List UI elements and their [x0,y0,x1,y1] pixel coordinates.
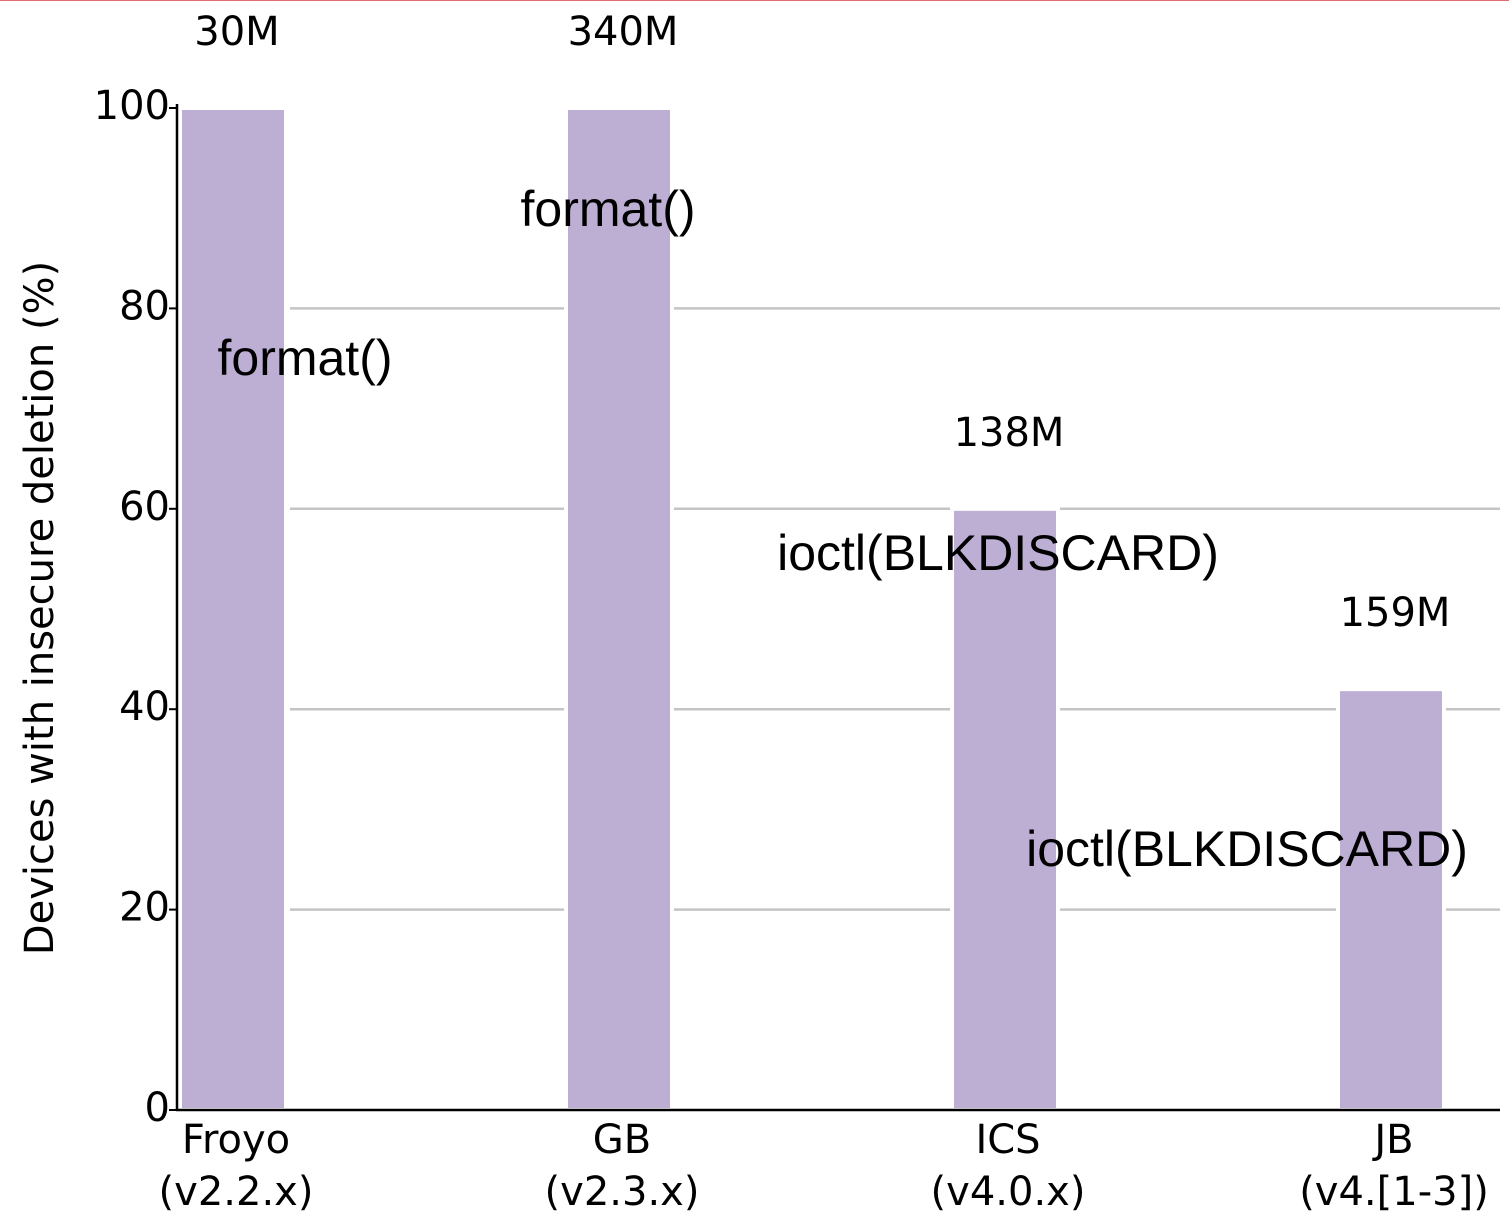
bar [178,106,288,1112]
bar [950,506,1060,1112]
device-count: 159M [1340,590,1451,636]
method-label: ioctl(BLKDISCARD) [1026,821,1468,877]
y-tick-label: 60 [119,484,170,530]
y-tick-label: 20 [119,885,170,931]
y-axis-label: Devices with insecure deletion (%) [17,261,63,955]
device-count: 138M [954,410,1065,456]
x-tick-label: ICS [975,1117,1040,1163]
device-count: 340M [568,9,679,55]
x-tick-label: GB [593,1117,651,1163]
bar [564,106,674,1112]
y-tick-label: 100 [94,83,170,129]
method-label: format() [218,330,393,386]
device-count: 30M [194,9,279,55]
y-tick-label: 40 [119,684,170,730]
y-tick-label: 0 [145,1085,170,1131]
x-tick-label: JB [1371,1117,1413,1163]
method-label: format() [521,181,696,237]
x-tick-label: Froyo [182,1117,290,1163]
y-tick-label: 80 [119,283,170,329]
x-tick-label: (v2.3.x) [545,1169,700,1215]
bar [1336,687,1446,1112]
method-label: ioctl(BLKDISCARD) [777,525,1219,581]
x-tick-label: (v2.2.x) [159,1169,314,1215]
x-tick-label: (v4.[1-3]) [1299,1169,1489,1215]
x-tick-label: (v4.0.x) [931,1169,1086,1215]
